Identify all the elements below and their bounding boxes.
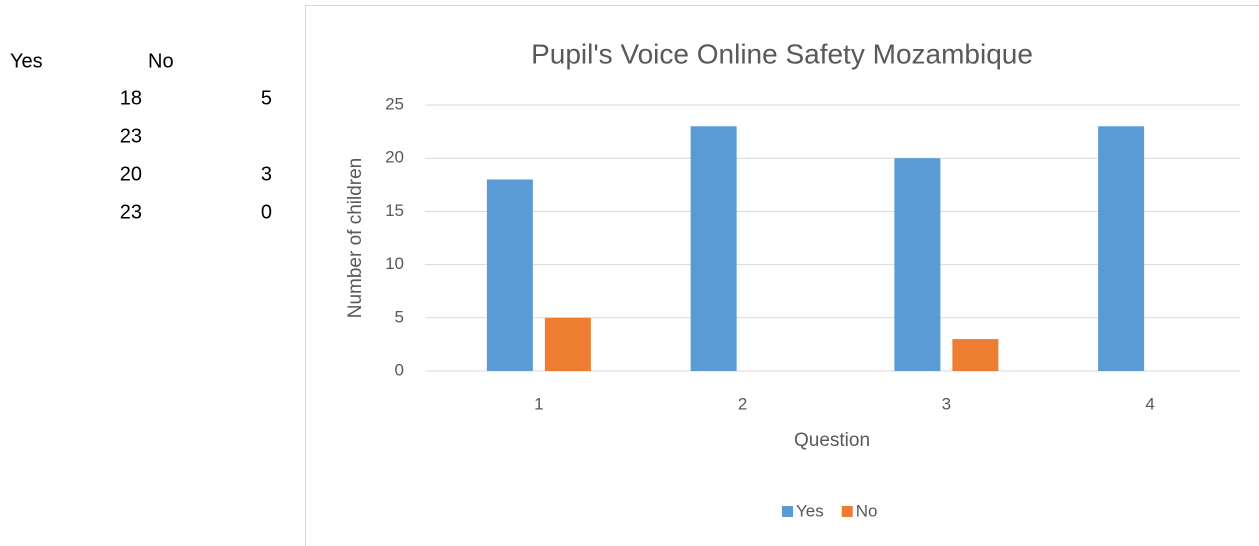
y-tick-label: 0	[395, 360, 404, 379]
y-tick-label: 20	[385, 148, 404, 167]
legend-label: No	[856, 501, 878, 520]
table-cell: 20	[120, 163, 142, 185]
x-tick-label: 2	[738, 394, 747, 413]
legend-swatch	[841, 506, 853, 517]
x-tick-label: 4	[1145, 394, 1154, 413]
legend-swatch	[782, 506, 793, 517]
table-cell: 0	[261, 201, 272, 223]
table-cell: 23	[120, 201, 142, 223]
y-tick-label: 5	[395, 307, 404, 326]
table-header: No	[148, 50, 174, 72]
bar	[486, 179, 533, 371]
table-cell: 23	[120, 125, 142, 147]
table-cell: 18	[120, 87, 142, 109]
y-tick-label: 25	[385, 94, 404, 113]
y-axis-title: Number of children	[345, 158, 366, 319]
table-cell: 3	[261, 163, 272, 185]
bar	[894, 158, 941, 371]
chart-title: Pupil's Voice Online Safety Mozambique	[531, 38, 1033, 69]
bar	[1098, 126, 1145, 371]
bar	[690, 126, 737, 371]
table-header: Yes	[10, 50, 43, 72]
x-tick-label: 1	[534, 394, 543, 413]
x-tick-label: 3	[942, 394, 951, 413]
y-tick-label: 15	[385, 201, 404, 220]
bar	[544, 317, 591, 371]
y-tick-label: 10	[385, 254, 404, 273]
legend-label: Yes	[796, 501, 824, 520]
bar	[952, 339, 999, 371]
table-cell: 5	[261, 87, 272, 109]
x-axis-title: Question	[794, 430, 870, 451]
